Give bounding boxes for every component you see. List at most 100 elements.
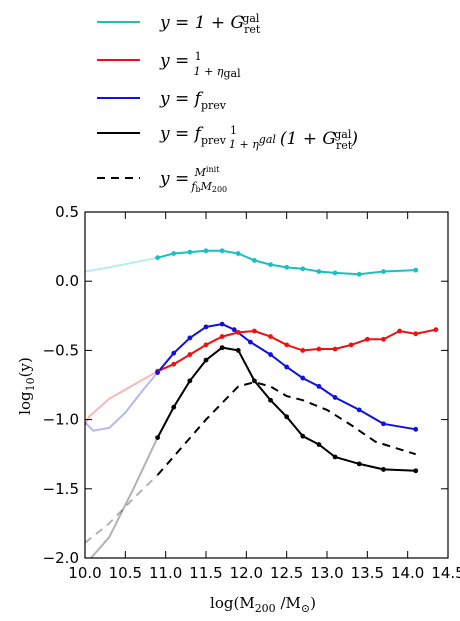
series-0-faint-line bbox=[85, 256, 158, 273]
y-ticks: −2.0 −1.5 −1.0 −0.5 0.0 0.5 bbox=[43, 203, 448, 567]
series-0-line bbox=[157, 249, 416, 276]
series-3-point bbox=[381, 467, 386, 472]
faint-lines bbox=[85, 256, 159, 558]
series-3-point bbox=[155, 435, 161, 440]
series-1-point bbox=[348, 342, 354, 348]
series-2-point bbox=[356, 407, 362, 413]
series-3-point bbox=[413, 468, 419, 474]
legend-label-initial-mass: y = Minit fbM200 bbox=[159, 165, 227, 194]
x-tick-label: 11.5 bbox=[189, 564, 222, 582]
y-tick-label: −1.5 bbox=[43, 480, 79, 498]
series-1-point bbox=[433, 327, 439, 333]
series-1-point bbox=[381, 336, 386, 342]
y-tick-label: 0.5 bbox=[55, 203, 79, 221]
series-0-point bbox=[235, 251, 241, 256]
x-tick-label: 11.0 bbox=[149, 564, 182, 582]
series-0-point bbox=[332, 270, 338, 276]
series-0-point bbox=[219, 248, 225, 254]
series-0-point bbox=[356, 271, 362, 277]
series-2-point bbox=[413, 426, 419, 432]
series-2-point bbox=[316, 383, 322, 389]
series-1-point bbox=[332, 346, 338, 352]
series-2-point bbox=[284, 364, 290, 370]
series-4-faint-line bbox=[85, 474, 159, 544]
x-tick-label: 13.0 bbox=[310, 564, 343, 582]
series-2-point bbox=[187, 335, 193, 341]
series-3-faint-line bbox=[89, 437, 159, 558]
series-3-point bbox=[203, 357, 209, 363]
series-3-point bbox=[332, 454, 338, 460]
series-0-point bbox=[381, 269, 386, 274]
y-tick-label: 0.0 bbox=[55, 272, 79, 290]
axes-frame bbox=[84, 211, 449, 559]
plot-frame bbox=[84, 211, 449, 559]
series-0-point bbox=[268, 262, 273, 267]
y-tick-label: −0.5 bbox=[43, 341, 79, 359]
series-2-point bbox=[203, 324, 209, 330]
y-tick-label: −1.0 bbox=[43, 411, 79, 429]
series-3-point bbox=[235, 348, 241, 353]
series-1-line bbox=[157, 328, 437, 373]
series-1-point bbox=[219, 334, 225, 339]
series-0-point bbox=[187, 249, 193, 255]
series-2-point bbox=[247, 339, 253, 345]
series-0-point bbox=[413, 267, 419, 273]
x-tick-label: 13.5 bbox=[351, 564, 384, 582]
x-tick-label: 14.5 bbox=[431, 564, 460, 582]
series-2-point bbox=[268, 352, 273, 357]
series-0-point bbox=[155, 255, 161, 261]
series-3-point bbox=[171, 404, 177, 410]
series-0-point bbox=[300, 266, 306, 272]
series-2-point bbox=[300, 375, 306, 381]
series-2-faint-line bbox=[85, 371, 159, 432]
series-1-point bbox=[284, 342, 290, 348]
series-1-point bbox=[187, 352, 193, 357]
series-points bbox=[155, 248, 439, 474]
x-axis-label: log(M200 /M⊙) bbox=[210, 594, 316, 615]
series-3-point bbox=[356, 461, 362, 467]
x-ticks: 10.0 10.5 11.0 11.5 12.0 12.5 13.0 13.5 14.0 14.5 bbox=[68, 212, 460, 582]
series-1-point bbox=[252, 328, 257, 334]
series-0-point bbox=[284, 264, 290, 270]
x-tick-label: 12.0 bbox=[230, 564, 263, 582]
series-1-point bbox=[413, 331, 419, 337]
series-2-point bbox=[155, 370, 161, 375]
series-3-point bbox=[252, 378, 257, 384]
series-0-point bbox=[171, 251, 177, 256]
series-1-point bbox=[235, 330, 241, 335]
series-1-point bbox=[397, 328, 402, 334]
series-1-point bbox=[203, 342, 209, 348]
series-1-point bbox=[300, 348, 306, 353]
x-tick-label: 10.5 bbox=[109, 564, 142, 582]
series-0-point bbox=[203, 248, 209, 254]
series-3-point bbox=[187, 378, 193, 384]
series-1-point bbox=[364, 336, 370, 342]
series-2-point bbox=[332, 395, 338, 400]
series-2-point bbox=[231, 327, 237, 333]
series-2-point bbox=[381, 421, 386, 427]
series-3-point bbox=[219, 345, 225, 351]
series-2-point bbox=[171, 350, 177, 356]
y-tick-label: −2.0 bbox=[43, 549, 79, 567]
series-3-point bbox=[316, 442, 322, 447]
series-3-point bbox=[268, 397, 273, 403]
legend-label-product: y = fprev1 1 + ηgal (1 + Gretgal) bbox=[159, 124, 358, 152]
series-1-point bbox=[316, 346, 322, 352]
series-0-point bbox=[316, 269, 322, 274]
series-2-point bbox=[219, 321, 225, 327]
legend-label-retention: y = 1 + Gretgal bbox=[159, 12, 261, 36]
series-1-point bbox=[268, 334, 273, 339]
series-1-point bbox=[171, 361, 177, 367]
series-4-line bbox=[156, 381, 416, 476]
x-tick-label: 12.5 bbox=[270, 564, 303, 582]
legend-label-prevention: y = fprev bbox=[159, 89, 227, 112]
y-axis-label: log10(y) bbox=[16, 357, 37, 415]
series-3-point bbox=[284, 414, 290, 420]
series-lines bbox=[156, 249, 437, 476]
series-0-point bbox=[252, 258, 257, 263]
x-tick-label: 10.0 bbox=[68, 564, 101, 582]
x-tick-label: 14.0 bbox=[391, 564, 424, 582]
